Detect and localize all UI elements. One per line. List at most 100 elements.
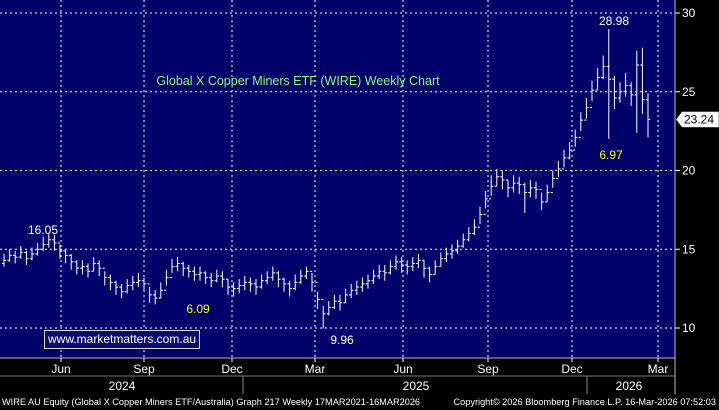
y-tick-label: 10 bbox=[682, 321, 696, 335]
ohlc-bar bbox=[57, 242, 63, 259]
ohlc-bar bbox=[231, 282, 236, 297]
ohlc-bar bbox=[421, 259, 427, 278]
ohlc-bar bbox=[489, 175, 494, 200]
ohlc-bar bbox=[293, 274, 298, 291]
annotations: 16.05 6.09 9.96 6.97 28.98 bbox=[28, 14, 629, 347]
annotation-label: 6.09 bbox=[186, 302, 210, 316]
ohlc-bar bbox=[298, 269, 303, 284]
ohlc-bar bbox=[108, 274, 113, 291]
ohlc-bar bbox=[567, 142, 572, 160]
ohlc-bar bbox=[343, 288, 348, 304]
ohlc-bar bbox=[259, 274, 264, 289]
ohlc-bar bbox=[629, 82, 634, 106]
footer-security-info: WIRE AU Equity (Global X Copper Miners E… bbox=[2, 397, 421, 407]
ohlc-bar bbox=[477, 206, 483, 228]
ohlc-bar bbox=[281, 277, 287, 292]
ohlc-bar bbox=[237, 279, 242, 294]
ohlc-bar bbox=[309, 270, 315, 292]
ohlc-bar bbox=[589, 80, 595, 108]
ohlc-bar bbox=[528, 179, 533, 198]
x-tick-label: Sep bbox=[133, 362, 155, 376]
ohlc-bar bbox=[449, 244, 455, 259]
ohlc-bar bbox=[405, 260, 410, 275]
x-tick-label: Jun bbox=[51, 362, 70, 376]
ohlc-bar bbox=[326, 301, 331, 316]
ohlc-bar bbox=[141, 277, 147, 292]
ohlc-bar bbox=[192, 266, 197, 281]
ohlc-bar bbox=[494, 168, 499, 187]
ohlc-bar bbox=[91, 257, 96, 272]
ohlc-bar bbox=[225, 278, 231, 295]
ohlc-bar bbox=[556, 161, 561, 179]
ohlc-bar bbox=[69, 253, 74, 270]
ohlc-bar bbox=[438, 252, 443, 268]
x-tick-label: Mar bbox=[648, 362, 669, 376]
ohlc-bar bbox=[393, 255, 399, 270]
ohlc-bar bbox=[35, 242, 40, 256]
x-tick-label: Mar bbox=[305, 362, 326, 376]
ohlc-bar bbox=[337, 294, 343, 311]
ohlc-bar bbox=[517, 176, 522, 195]
ohlc-bar bbox=[13, 250, 18, 264]
footer-bar: WIRE AU Equity (Global X Copper Miners E… bbox=[0, 394, 719, 410]
ohlc-bar bbox=[287, 280, 292, 297]
plot-area bbox=[0, 0, 675, 358]
ohlc-bar bbox=[24, 250, 29, 265]
watermark-link[interactable]: www.marketmatters.com.au bbox=[44, 330, 201, 349]
ohlc-bar bbox=[550, 170, 555, 194]
ohlc-bar bbox=[186, 265, 191, 278]
ohlc-bar bbox=[97, 260, 102, 277]
ohlc-bar bbox=[410, 257, 415, 272]
ohlc-bar bbox=[612, 76, 617, 110]
ohlc-bar bbox=[46, 232, 51, 248]
y-axis-panel bbox=[675, 0, 719, 394]
ohlc-bars bbox=[1, 29, 651, 329]
ohlc-bar bbox=[533, 181, 539, 199]
y-tick-label: 30 bbox=[682, 6, 696, 20]
ohlc-bar bbox=[276, 271, 281, 288]
ohlc-bar bbox=[214, 269, 219, 283]
footer-copyright: Copyright© 2026 Bloomberg Finance L.P. 1… bbox=[453, 397, 716, 407]
annotation-label: 6.97 bbox=[599, 148, 623, 162]
ohlc-bar bbox=[102, 267, 107, 286]
ohlc-bar bbox=[119, 283, 124, 299]
annotation-label: 9.96 bbox=[330, 333, 354, 347]
ohlc-bar bbox=[52, 235, 57, 251]
ohlc-bar bbox=[253, 279, 259, 295]
annotation-label: 16.05 bbox=[28, 223, 58, 237]
ohlc-bar bbox=[63, 249, 68, 264]
ohlc-bar bbox=[500, 170, 505, 190]
ohlc-bar bbox=[270, 266, 275, 281]
ohlc-bar bbox=[158, 282, 163, 299]
ohlc-bar bbox=[41, 236, 46, 251]
ohlc-bar bbox=[595, 68, 600, 91]
ohlc-bar bbox=[578, 112, 583, 138]
x-tick-label: Sep bbox=[477, 362, 499, 376]
x-tick-label: Dec bbox=[221, 362, 242, 376]
chart-title: Global X Copper Miners ETF (WIRE) Weekly… bbox=[156, 74, 440, 88]
y-tick-label: 25 bbox=[682, 85, 696, 99]
x-tick-label: Dec bbox=[561, 362, 582, 376]
ohlc-bar bbox=[265, 271, 270, 284]
ohlc-bar bbox=[29, 247, 35, 261]
ohlc-bar bbox=[147, 283, 152, 303]
ohlc-bar bbox=[606, 29, 611, 139]
ohlc-bar bbox=[175, 257, 180, 272]
ohlc-bar bbox=[416, 253, 421, 269]
ohlc-bar bbox=[455, 239, 460, 254]
ohlc-bar bbox=[203, 271, 208, 284]
ohlc-bar bbox=[354, 280, 359, 295]
ohlc-bar bbox=[321, 299, 326, 329]
ohlc-bar bbox=[332, 294, 337, 310]
ohlc-bar bbox=[371, 269, 376, 284]
ohlc-bar bbox=[623, 72, 628, 97]
ohlc-bar bbox=[7, 249, 12, 262]
ohlc-bar bbox=[136, 272, 141, 288]
ohlc-bar bbox=[181, 261, 186, 277]
year-label: 2024 bbox=[109, 379, 136, 393]
ohlc-bar bbox=[634, 50, 639, 133]
last-price-box bbox=[675, 111, 719, 128]
ohlc-bar bbox=[427, 266, 432, 283]
ohlc-bar bbox=[349, 283, 354, 299]
ohlc-bar bbox=[80, 260, 85, 275]
